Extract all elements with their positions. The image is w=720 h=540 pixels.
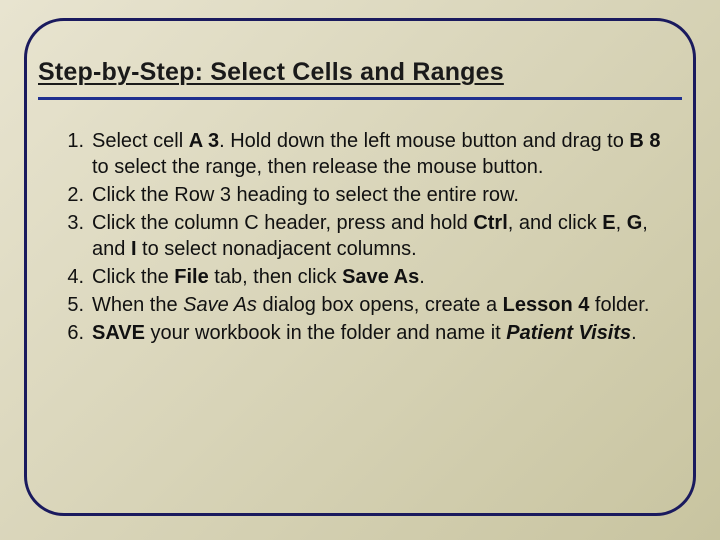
text-run: dialog box opens, create a bbox=[257, 294, 503, 316]
text-run: your workbook in the folder and name it bbox=[145, 322, 506, 344]
title-block: Step-by-Step: Select Cells and Ranges bbox=[38, 58, 682, 100]
text-run: , bbox=[616, 212, 627, 234]
text-run: . bbox=[631, 322, 637, 344]
text-run: Ctrl bbox=[473, 212, 507, 234]
page-title: Step-by-Step: Select Cells and Ranges bbox=[38, 58, 682, 87]
list-item: When the Save As dialog box opens, creat… bbox=[48, 292, 672, 318]
text-run: File bbox=[174, 266, 208, 288]
text-run: B 8 bbox=[629, 130, 660, 152]
text-run: Save As bbox=[183, 294, 257, 316]
text-run: Click the Row 3 heading to select the en… bbox=[92, 184, 519, 206]
content-area: Select cell A 3. Hold down the left mous… bbox=[48, 128, 672, 348]
text-run: to select the range, then release the mo… bbox=[92, 156, 543, 178]
text-run: E bbox=[602, 212, 615, 234]
text-run: tab, then click bbox=[209, 266, 342, 288]
title-underline-rule bbox=[38, 97, 682, 100]
text-run: Lesson 4 bbox=[503, 294, 590, 316]
steps-list: Select cell A 3. Hold down the left mous… bbox=[48, 128, 672, 346]
text-run: A 3 bbox=[189, 130, 219, 152]
text-run: Click the column C header, press and hol… bbox=[92, 212, 473, 234]
text-run: , and click bbox=[508, 212, 602, 234]
list-item: Select cell A 3. Hold down the left mous… bbox=[48, 128, 672, 180]
text-run: Click the bbox=[92, 266, 174, 288]
text-run: Patient Visits bbox=[506, 322, 631, 344]
text-run: When the bbox=[92, 294, 183, 316]
list-item: Click the File tab, then click Save As. bbox=[48, 264, 672, 290]
text-run: Select cell bbox=[92, 130, 189, 152]
text-run: G bbox=[627, 212, 643, 234]
list-item: Click the Row 3 heading to select the en… bbox=[48, 182, 672, 208]
text-run: . bbox=[419, 266, 425, 288]
text-run: folder. bbox=[589, 294, 649, 316]
list-item: Click the column C header, press and hol… bbox=[48, 210, 672, 262]
text-run: to select nonadjacent columns. bbox=[137, 238, 417, 260]
text-run: . Hold down the left mouse button and dr… bbox=[219, 130, 629, 152]
text-run: SAVE bbox=[92, 322, 145, 344]
text-run: Save As bbox=[342, 266, 419, 288]
list-item: SAVE your workbook in the folder and nam… bbox=[48, 320, 672, 346]
